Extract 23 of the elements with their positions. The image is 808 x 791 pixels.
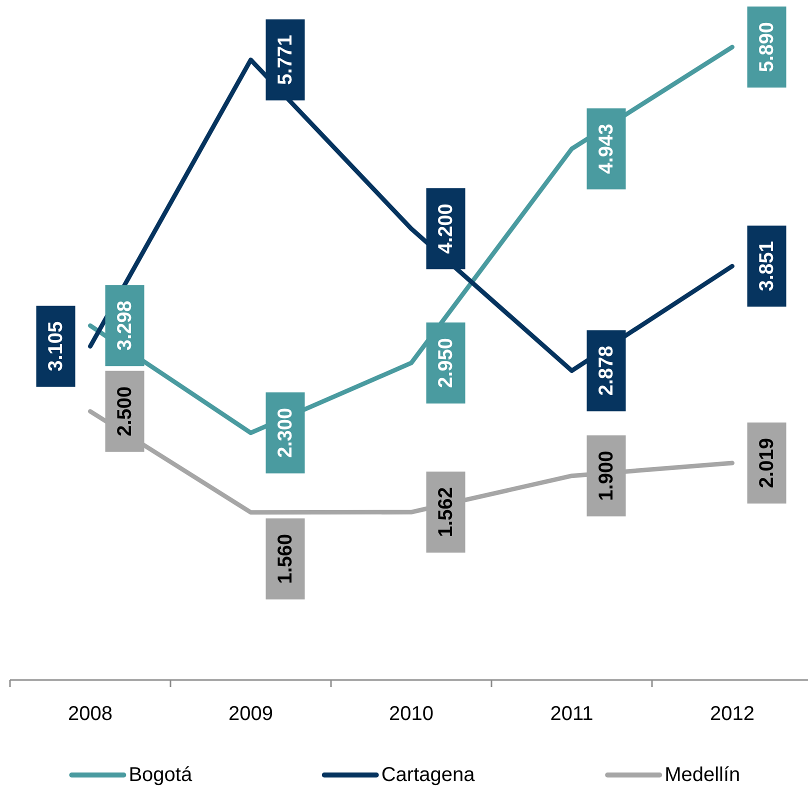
data-label: 1.562 bbox=[434, 487, 457, 538]
data-label: 2.300 bbox=[274, 408, 296, 458]
data-label: 1.900 bbox=[595, 450, 618, 501]
x-tick-label: 2011 bbox=[550, 703, 594, 725]
data-label: 3.298 bbox=[114, 300, 136, 351]
legend-label: Bogotá bbox=[128, 764, 193, 786]
data-label: 4.943 bbox=[595, 124, 618, 174]
x-tick-label: 2012 bbox=[710, 703, 754, 725]
data-label: 3.105 bbox=[44, 321, 67, 372]
legend-label: Cartagena bbox=[381, 764, 476, 786]
data-label: 5.890 bbox=[756, 22, 778, 72]
data-label: 2.878 bbox=[595, 346, 618, 396]
data-label: 3.851 bbox=[756, 241, 778, 292]
data-label: 1.560 bbox=[274, 534, 296, 584]
x-tick-label: 2010 bbox=[389, 703, 434, 725]
x-tick-label: 2008 bbox=[68, 703, 112, 725]
data-label: 4.200 bbox=[434, 204, 457, 254]
data-label: 2.019 bbox=[756, 438, 778, 488]
data-label: 5.771 bbox=[274, 34, 296, 85]
x-tick-label: 2009 bbox=[228, 703, 273, 725]
data-label: 2.950 bbox=[434, 338, 457, 388]
legend-label: Medellín bbox=[664, 764, 740, 786]
data-label: 2.500 bbox=[114, 386, 136, 436]
